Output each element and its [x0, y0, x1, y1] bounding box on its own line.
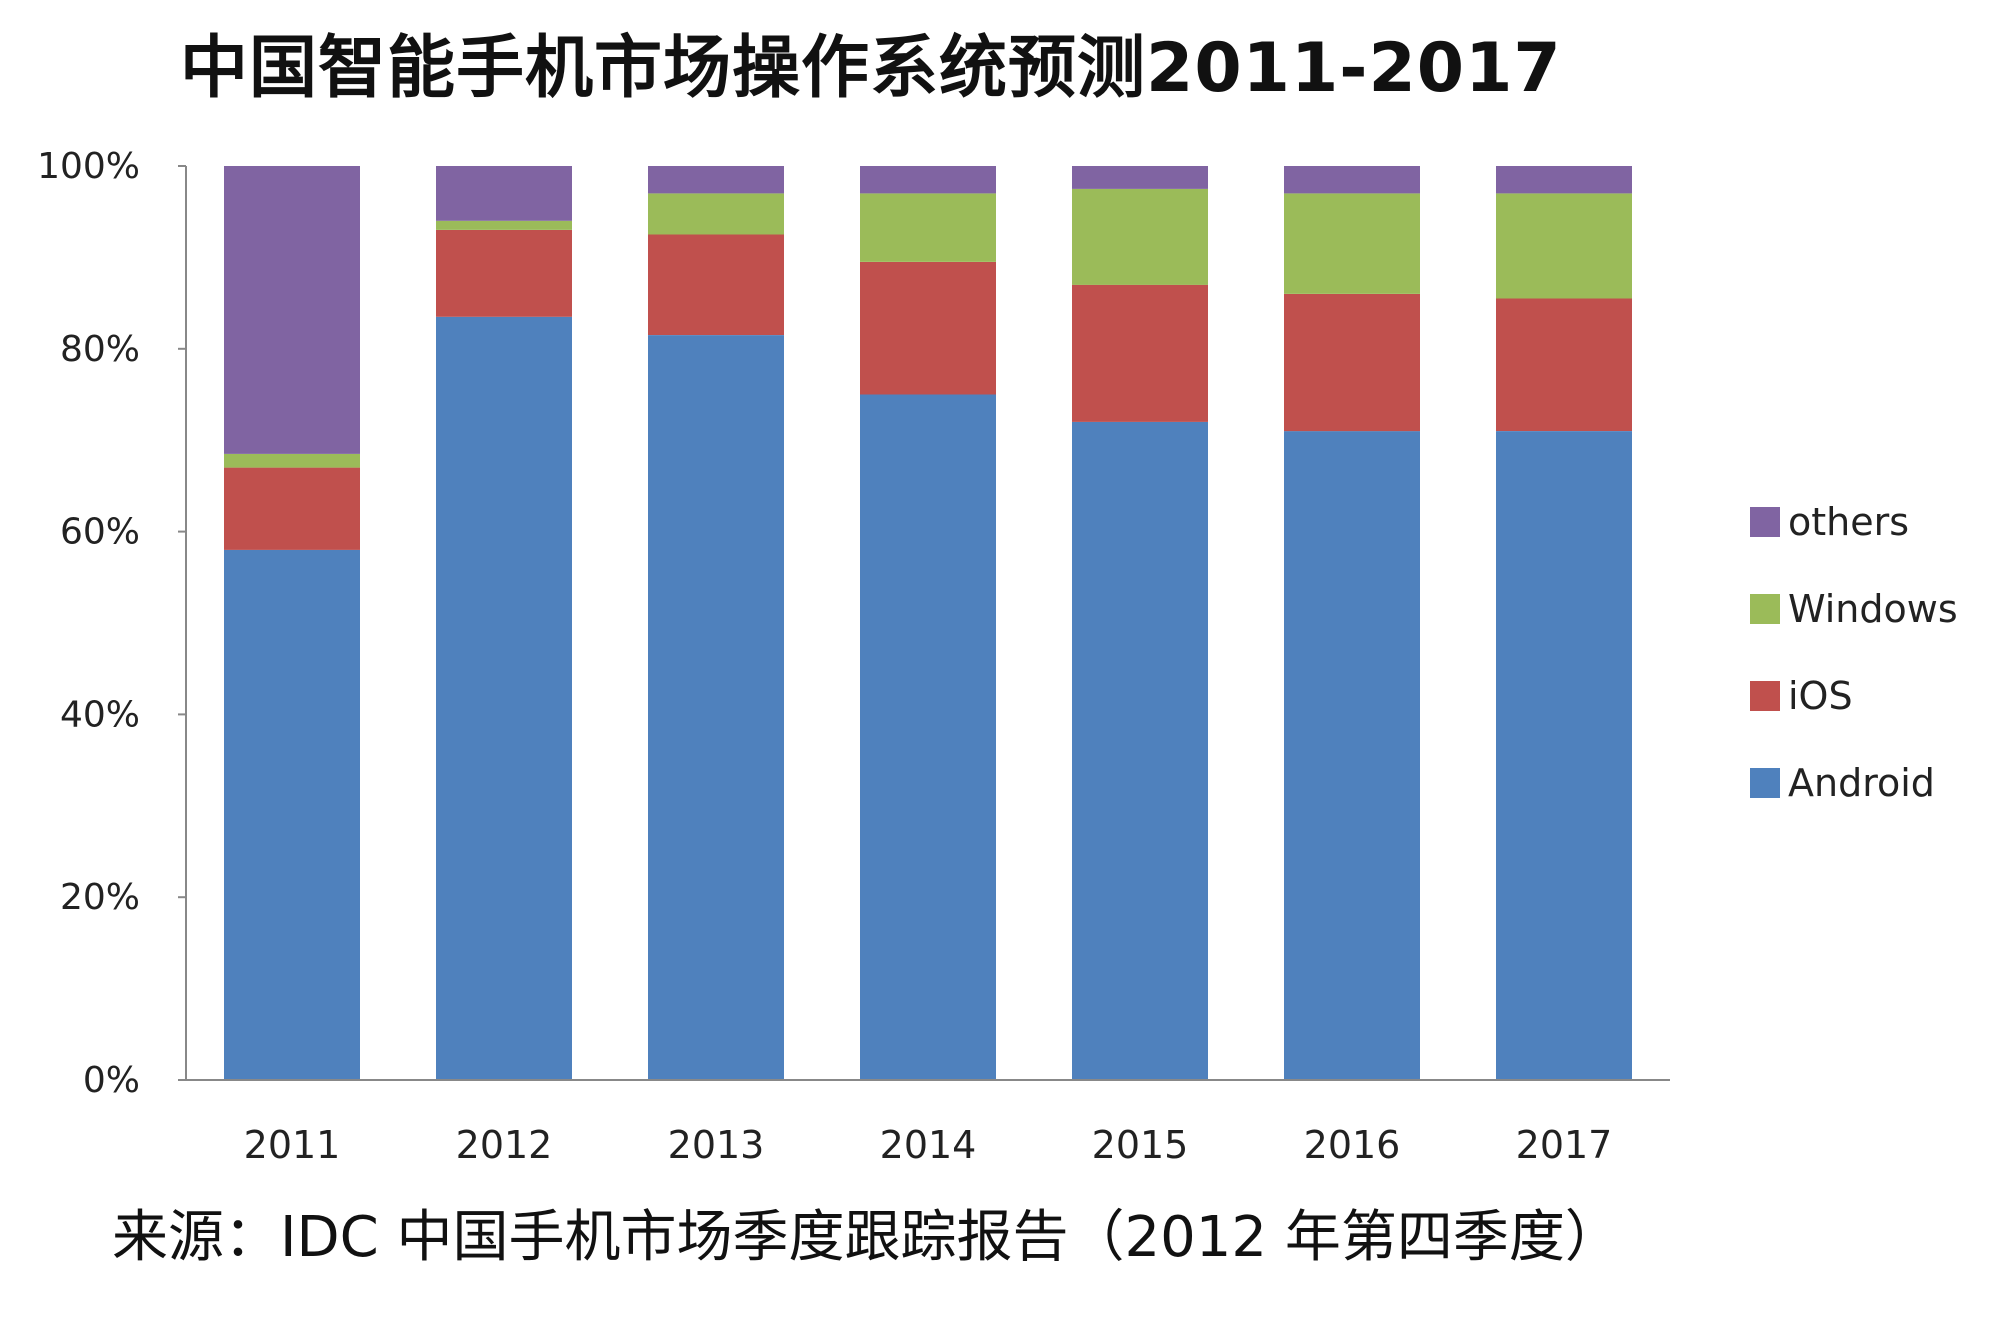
bar-others-2011 — [224, 166, 360, 454]
legend-item-ios: iOS — [1750, 674, 1990, 718]
legend-swatch — [1750, 681, 1780, 711]
bar-ios-2011 — [224, 467, 360, 550]
bar-others-2013 — [648, 166, 784, 194]
legend-label: iOS — [1788, 674, 1853, 718]
legend-swatch — [1750, 507, 1780, 537]
bar-android-2012 — [436, 316, 572, 1080]
bar-android-2017 — [1496, 431, 1632, 1081]
bar-android-2014 — [860, 394, 996, 1080]
bar-android-2015 — [1072, 421, 1208, 1080]
bar-others-2012 — [436, 166, 572, 221]
bar-ios-2013 — [648, 234, 784, 335]
x-tick-labels: 2011 2012 2013 2014 2015 2016 2017 — [244, 1123, 1613, 1167]
source-note: 来源：IDC 中国手机市场季度跟踪报告（2012 年第四季度） — [112, 1205, 1621, 1270]
y-tick-label: 100% — [37, 146, 140, 187]
y-tick-label: 20% — [60, 877, 140, 918]
bar-others-2015 — [1072, 166, 1208, 189]
bar-android-2011 — [224, 549, 360, 1080]
y-tick-label: 80% — [60, 329, 140, 370]
bar-windows-2012 — [436, 220, 572, 230]
x-tick-label: 2012 — [456, 1123, 553, 1167]
bar-windows-2014 — [860, 193, 996, 262]
bar-ios-2017 — [1496, 298, 1632, 431]
bar-ios-2015 — [1072, 284, 1208, 422]
legend: others Windows iOS Android — [1750, 500, 1990, 848]
bar-others-2014 — [860, 166, 996, 194]
x-tick-label: 2016 — [1304, 1123, 1401, 1167]
y-tick-label: 60% — [60, 512, 140, 553]
legend-item-windows: Windows — [1750, 587, 1990, 631]
legend-item-android: Android — [1750, 761, 1990, 805]
y-tick-labels: 0% 20% 40% 60% 80% 100% — [37, 146, 140, 1101]
bar-android-2013 — [648, 335, 784, 1081]
x-tick-label: 2013 — [668, 1123, 765, 1167]
legend-label: others — [1788, 500, 1910, 544]
x-tick-label: 2011 — [244, 1123, 341, 1167]
legend-swatch — [1750, 594, 1780, 624]
bar-others-2017 — [1496, 166, 1632, 194]
legend-label: Android — [1788, 761, 1935, 805]
x-tick-label: 2017 — [1516, 1123, 1613, 1167]
bar-android-2016 — [1284, 431, 1420, 1081]
y-tick-label: 0% — [83, 1060, 140, 1101]
legend-swatch — [1750, 768, 1780, 798]
bar-windows-2011 — [224, 453, 360, 468]
chart-title: 中国智能手机市场操作系统预测2011-2017 — [180, 29, 1562, 108]
x-tick-label: 2014 — [880, 1123, 977, 1167]
bar-windows-2016 — [1284, 193, 1420, 294]
bar-windows-2015 — [1072, 188, 1208, 285]
bar-ios-2016 — [1284, 294, 1420, 432]
bar-windows-2017 — [1496, 193, 1632, 299]
axes-layer — [178, 165, 1670, 1081]
bar-windows-2013 — [648, 193, 784, 235]
bar-others-2016 — [1284, 166, 1420, 194]
legend-label: Windows — [1788, 587, 1958, 631]
legend-item-others: others — [1750, 500, 1990, 544]
bar-ios-2012 — [436, 230, 572, 317]
x-tick-label: 2015 — [1092, 1123, 1189, 1167]
bars-layer — [224, 166, 1632, 1081]
bar-ios-2014 — [860, 262, 996, 395]
y-tick-label: 40% — [60, 694, 140, 735]
